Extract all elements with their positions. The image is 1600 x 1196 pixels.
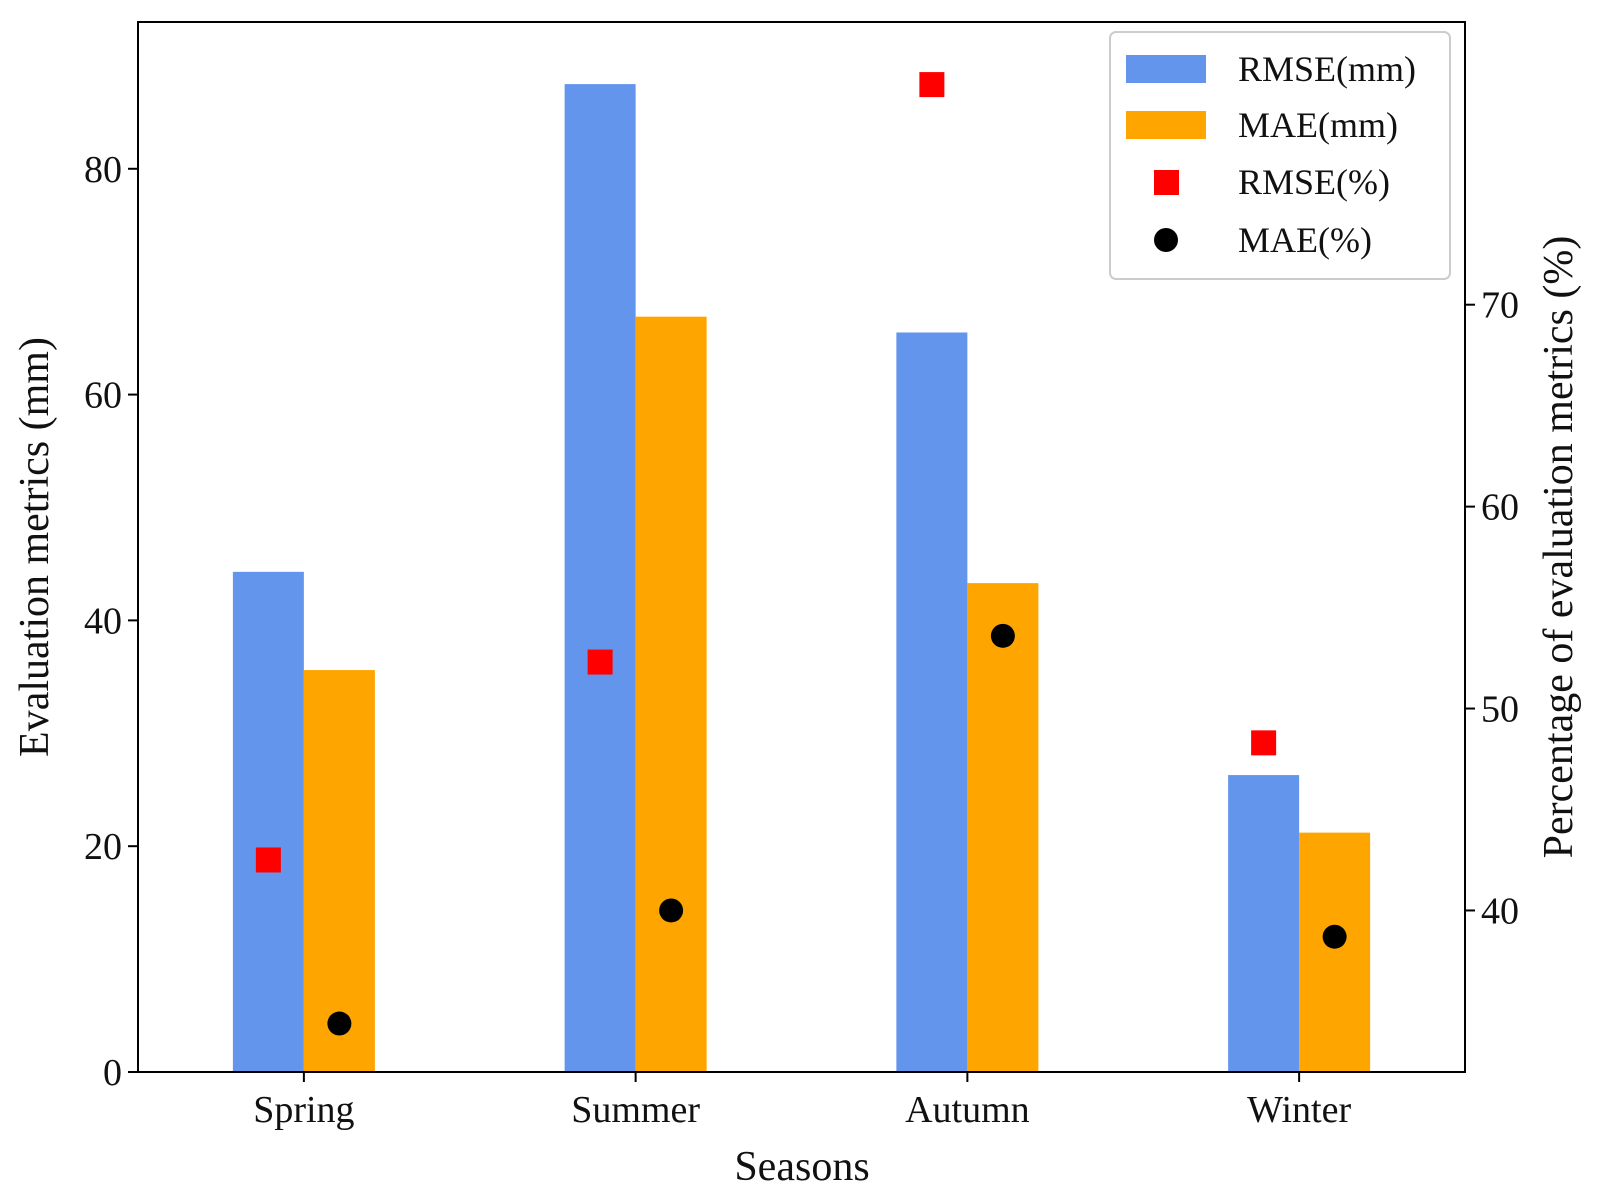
x-tick-label-winter: Winter [1247, 1089, 1351, 1131]
x-tick-label-summer: Summer [571, 1089, 700, 1131]
legend-swatch-mae-pct [1154, 228, 1178, 252]
x-axis: Spring Summer Autumn Winter [253, 1072, 1351, 1131]
plot-frame [137, 21, 1466, 1073]
bar-mae-mm-spring [303, 670, 375, 1072]
y2-tick-label-60: 60 [1481, 487, 1519, 529]
legend-label-mae-mm: MAE(mm) [1238, 105, 1398, 145]
y-tick-label-40: 40 [84, 600, 122, 642]
y-tick-label-20: 20 [84, 826, 122, 868]
bar-mae-mm-summer [635, 316, 707, 1072]
marker-mae-pct-summer [659, 898, 684, 923]
bar-rmse-mm-winter [1228, 775, 1300, 1072]
y-tick-label-60: 60 [84, 375, 122, 417]
bar-mae-mm-autumn [967, 583, 1039, 1072]
marker-rmse-pct-summer [587, 649, 613, 675]
y2-tick-label-40: 40 [1481, 890, 1519, 932]
bar-rmse-mm-autumn [896, 332, 968, 1072]
x-axis-title: Seasons [734, 1144, 869, 1190]
y-tick-label-80: 80 [84, 149, 122, 191]
legend-label-rmse-mm: RMSE(mm) [1238, 49, 1416, 89]
legend-label-rmse-pct: RMSE(%) [1238, 162, 1390, 202]
bar-rmse-mm-spring [232, 571, 304, 1072]
bar-rmse-mm-summer [564, 84, 636, 1072]
y2-tick-label-50: 50 [1481, 689, 1519, 731]
legend-swatch-rmse-pct [1154, 170, 1179, 195]
x-tick-label-spring: Spring [253, 1089, 354, 1131]
y2-tick-label-70: 70 [1481, 285, 1519, 327]
marker-mae-pct-spring [327, 1011, 352, 1036]
markers-layer [255, 72, 1347, 1036]
marker-rmse-pct-winter [1251, 730, 1277, 756]
marker-mae-pct-autumn [990, 623, 1015, 648]
legend: RMSE(mm) MAE(mm) RMSE(%) MAE(%) [1109, 31, 1451, 280]
legend-frame [1109, 31, 1451, 280]
x-tick-label-autumn: Autumn [905, 1089, 1030, 1131]
legend-swatch-mae-mm [1126, 111, 1206, 139]
y2-axis-title: Percentage of evaluation metrics (%) [1536, 236, 1582, 859]
y-tick-label-0: 0 [103, 1052, 122, 1094]
y-axis-title: Evaluation metrics (mm) [12, 337, 58, 757]
marker-mae-pct-winter [1322, 924, 1347, 949]
bar-mae-mm-winter [1299, 832, 1371, 1072]
right-axis: 40 50 60 70 [1465, 285, 1519, 932]
legend-label-mae-pct: MAE(%) [1238, 220, 1372, 260]
marker-rmse-pct-spring [255, 847, 281, 873]
marker-rmse-pct-autumn [919, 72, 945, 98]
legend-swatch-rmse-mm [1126, 55, 1206, 83]
bars-layer [232, 84, 1371, 1072]
left-axis: 0 20 40 60 80 [84, 149, 138, 1094]
